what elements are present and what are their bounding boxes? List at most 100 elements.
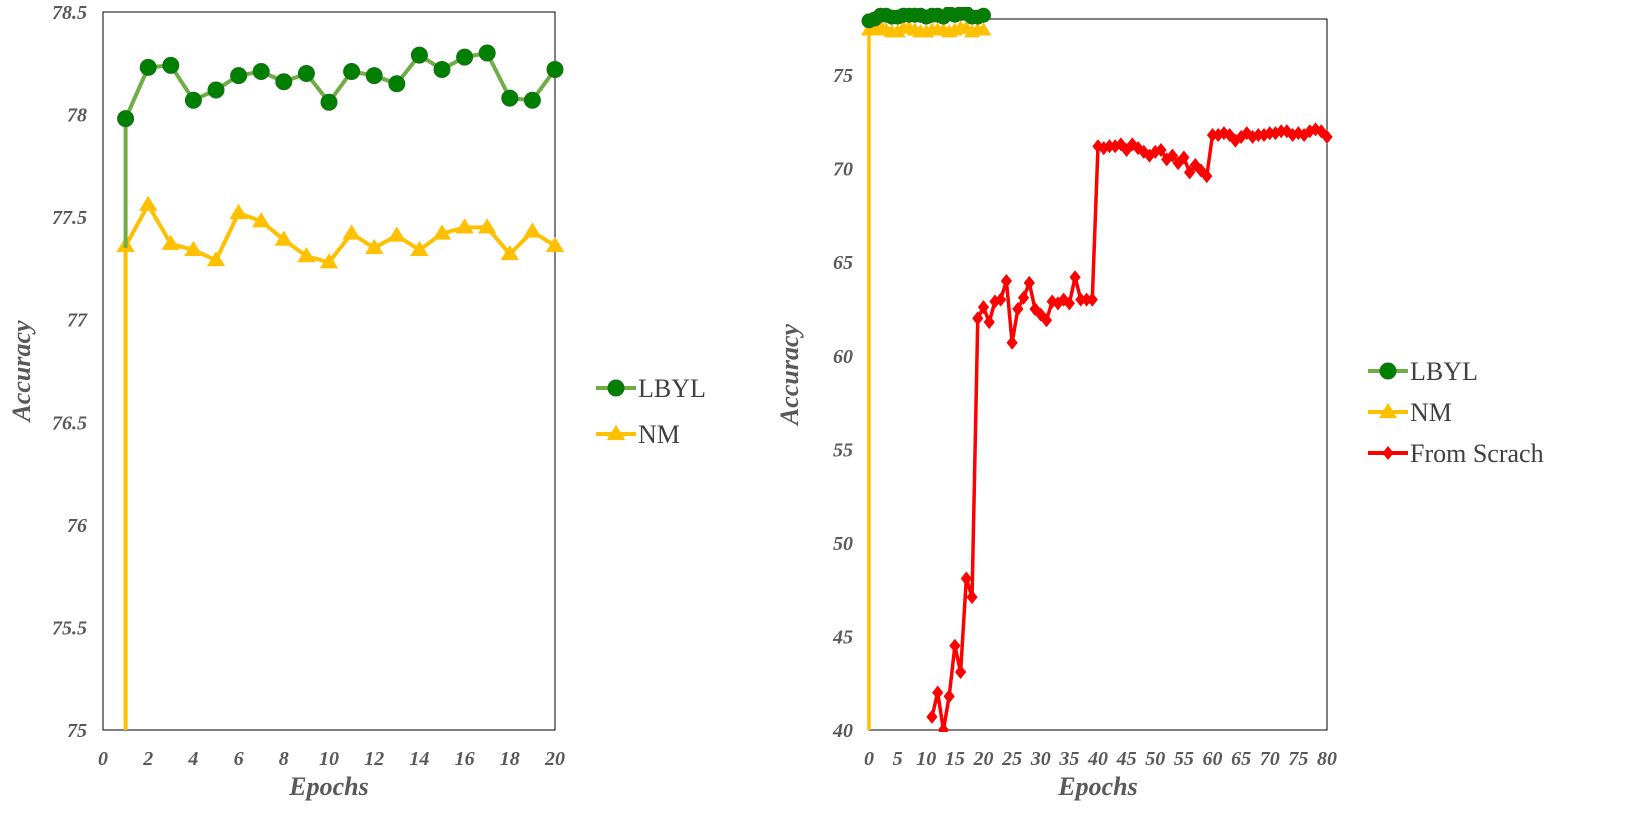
x-tick-label: 14 <box>409 748 429 770</box>
y-axis-title: Accuracy <box>7 320 36 424</box>
data-point <box>478 44 496 62</box>
y-tick-label: 77.5 <box>52 207 87 229</box>
data-point <box>1201 169 1213 184</box>
data-point <box>523 91 541 109</box>
y-tick-label: 75 <box>833 65 853 87</box>
series-nm <box>116 195 565 730</box>
data-point <box>1086 292 1098 307</box>
data-point <box>501 89 519 107</box>
y-tick-label: 55 <box>833 439 853 461</box>
y-tick-label: 45 <box>832 626 853 648</box>
data-point <box>207 81 225 99</box>
series-line <box>123 51 557 248</box>
series-line <box>123 202 557 730</box>
y-tick-label: 78 <box>67 105 87 127</box>
x-tick-label: 75 <box>1288 748 1308 770</box>
data-point <box>1264 126 1276 141</box>
data-point <box>162 56 180 74</box>
x-tick-label: 40 <box>1087 748 1108 770</box>
y-tick-label: 75 <box>67 720 87 742</box>
data-point <box>1235 129 1247 144</box>
data-point <box>1275 124 1287 139</box>
data-point <box>500 244 519 261</box>
plot-area-frame <box>868 18 1328 731</box>
series-lbyl <box>117 44 564 248</box>
x-tick-label: 20 <box>973 748 994 770</box>
x-tick-label: 10 <box>319 748 339 770</box>
legend-marker <box>1382 446 1394 460</box>
legend-entry: LBYL <box>596 374 706 403</box>
legend-entry: LBYL <box>1368 357 1478 386</box>
x-tick-label: 45 <box>1116 748 1137 770</box>
legend-entry: From Scrach <box>1368 439 1544 468</box>
x-tick-label: 15 <box>945 748 965 770</box>
series-from-scrach <box>926 122 1333 732</box>
y-tick-label: 60 <box>833 346 853 368</box>
data-point <box>1092 139 1104 154</box>
data-point <box>1069 270 1081 285</box>
right-accuracy-chart: 40 45 50 55 60 65 70 75 0 5 10 15 20 25 30 35 40 45 50 55 60… <box>775 7 1544 801</box>
data-point <box>972 311 984 326</box>
x-tick-label: 35 <box>1058 748 1079 770</box>
data-point <box>1149 144 1161 159</box>
x-tick-label: 60 <box>1203 748 1223 770</box>
data-point <box>1035 307 1047 322</box>
x-tick-label: 16 <box>455 748 475 770</box>
data-point <box>1178 150 1190 165</box>
data-point <box>274 230 293 246</box>
data-point <box>387 226 406 242</box>
data-point <box>139 195 158 211</box>
data-point <box>343 62 361 80</box>
legend-marker <box>1378 402 1398 419</box>
data-point <box>342 224 361 240</box>
data-point <box>433 60 451 78</box>
data-point <box>976 7 991 23</box>
data-point <box>1063 296 1075 311</box>
legend-label: LBYL <box>1410 357 1478 386</box>
data-point <box>546 60 564 78</box>
data-point <box>955 664 967 679</box>
data-point <box>252 62 270 80</box>
data-point <box>1040 313 1053 328</box>
x-tick-label: 12 <box>364 748 384 770</box>
data-point <box>1206 128 1219 143</box>
series-line <box>930 127 1329 732</box>
legend-entry: NM <box>596 420 680 449</box>
data-point <box>1012 302 1024 317</box>
x-tick-label: 10 <box>916 748 936 770</box>
x-tick-label: 65 <box>1231 748 1251 770</box>
data-point <box>139 58 157 76</box>
data-point <box>545 236 565 252</box>
data-point <box>1075 292 1087 307</box>
data-point <box>206 251 226 267</box>
data-point <box>230 67 248 85</box>
data-point <box>960 571 972 586</box>
x-tick-label: 30 <box>1030 748 1051 770</box>
y-tick-label: 77 <box>67 310 88 332</box>
data-point <box>319 253 339 269</box>
data-point <box>455 218 474 234</box>
data-point <box>1155 142 1167 157</box>
x-tick-label: 8 <box>279 748 289 770</box>
y-axis-title: Accuracy <box>775 324 804 428</box>
legend-label: LBYL <box>638 374 706 403</box>
data-point <box>1321 129 1333 144</box>
data-point <box>410 46 428 64</box>
data-point <box>975 22 992 36</box>
y-tick-label: 75.5 <box>52 617 87 639</box>
left-accuracy-chart: 75 75.5 76 76.5 77 77.5 78 78.5 0 2 4 6 8 10 12 14 16 18 2… <box>7 2 706 801</box>
data-point <box>949 638 961 653</box>
legend-label: NM <box>638 420 680 449</box>
x-tick-label: 70 <box>1260 748 1280 770</box>
data-point <box>995 292 1007 307</box>
y-tick-label: 78.5 <box>52 2 87 24</box>
data-point <box>117 110 135 128</box>
x-tick-label: 6 <box>234 748 244 770</box>
x-tick-label: 0 <box>98 748 108 770</box>
x-tick-label: 20 <box>544 748 565 770</box>
data-point <box>184 240 203 257</box>
data-point <box>365 67 383 85</box>
y-tick-label: 40 <box>832 720 853 742</box>
legend-marker <box>607 379 625 397</box>
